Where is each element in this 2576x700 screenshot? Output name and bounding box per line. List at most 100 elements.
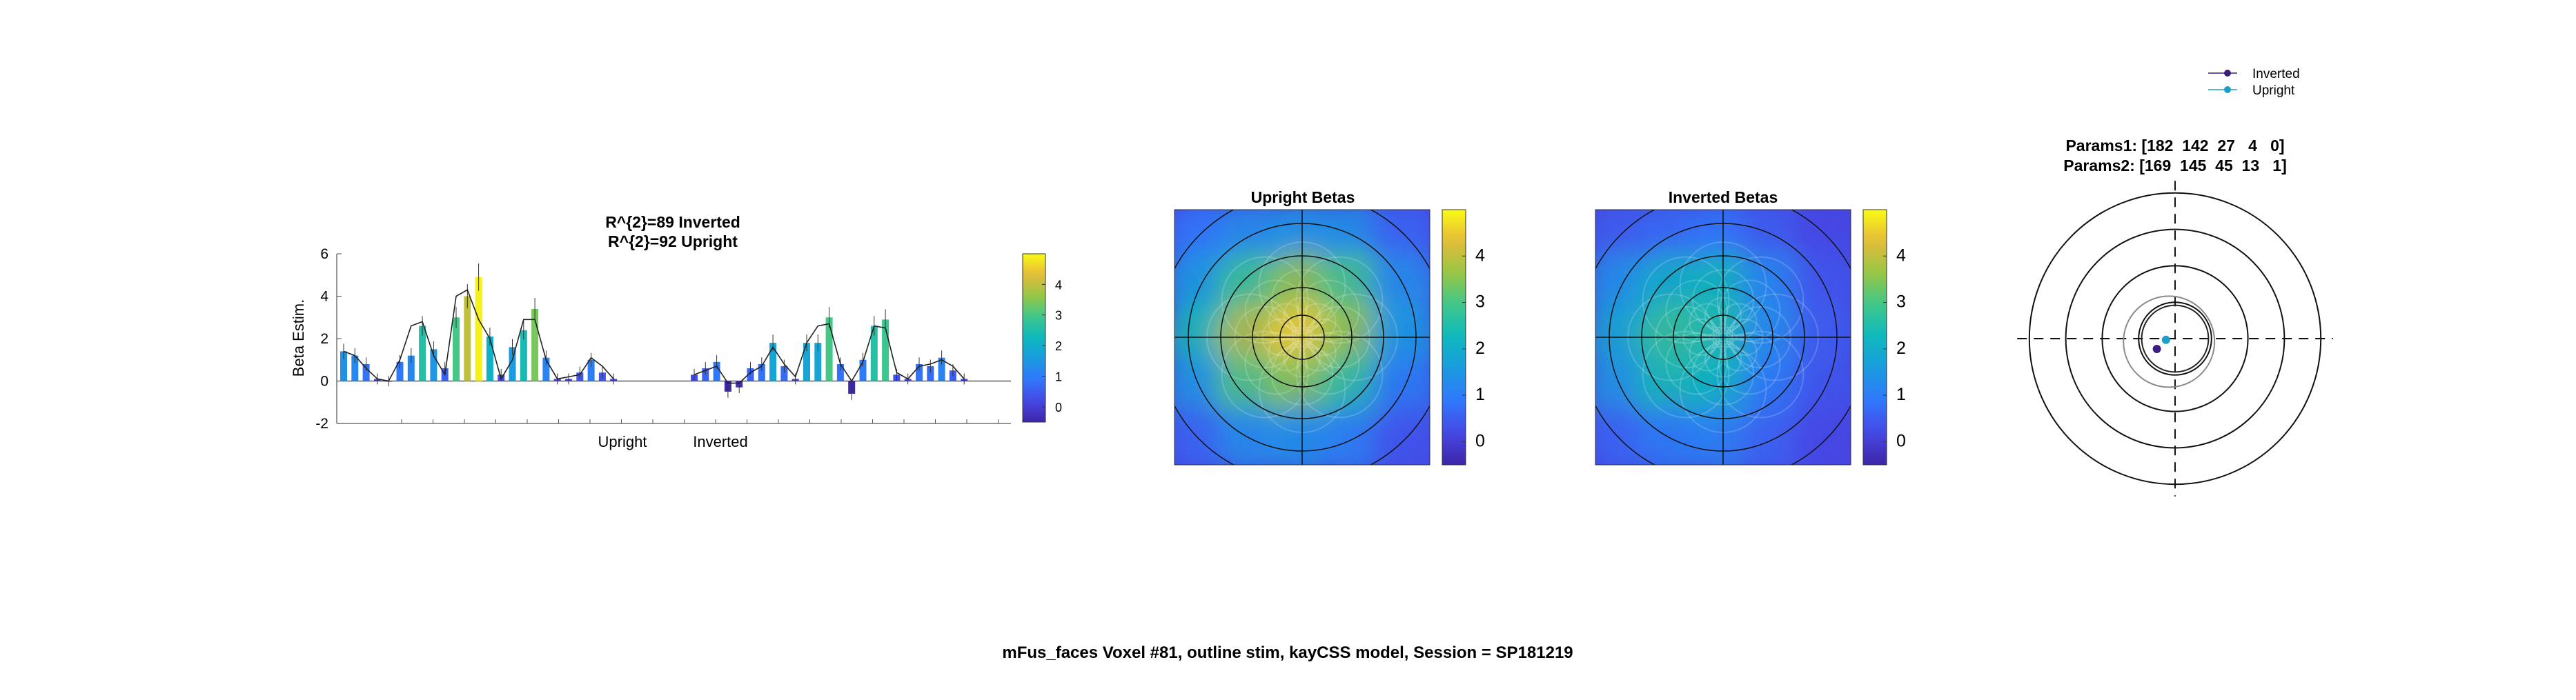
hm1-cb-tick-label: 0 xyxy=(1475,431,1485,450)
bar-inverted xyxy=(713,361,720,381)
legend-marker-inverted xyxy=(2224,70,2231,77)
hm1-stim-outline xyxy=(1244,279,1307,342)
bar-chart-title-line-2: R^{2}=92 Upright xyxy=(608,232,738,250)
beta-bar-chart: R^{2}=89 Inverted R^{2}=92 Upright Beta … xyxy=(290,213,1062,450)
bar-inverted xyxy=(859,359,867,381)
bar-cb-gradient-bar xyxy=(1022,253,1046,423)
upright-betas-heatmap: Upright Betas 0 1 2 3 4 xyxy=(1174,188,1485,466)
bar-ytick-label: 0 xyxy=(320,374,328,390)
bar-upright xyxy=(542,357,550,381)
hm1-cb-gradient-bar xyxy=(1442,209,1466,466)
inverted-betas-heatmap: Inverted Betas 0 1 2 3 4 xyxy=(1595,188,1906,466)
hm2-cell xyxy=(1636,352,1708,424)
inverted-heatmap-image xyxy=(1595,209,1851,466)
bar-chart-bars xyxy=(340,263,968,401)
bar-chart-title-line-1: R^{2}=89 Inverted xyxy=(605,213,740,231)
bar-inverted xyxy=(702,368,709,381)
bar-ytick-label: -2 xyxy=(315,416,328,432)
model-fit-line-upright xyxy=(343,289,614,382)
bar-upright xyxy=(351,355,359,381)
prf-params-line-2: Params2: [169 145 45 13 1] xyxy=(2063,157,2287,174)
hm2-cb-tick-label: 0 xyxy=(1896,431,1906,450)
bar-group-label-upright: Upright xyxy=(598,433,647,450)
bar-ytick-label: 2 xyxy=(320,331,328,347)
bar-chart-ylabel: Beta Estim. xyxy=(290,299,307,377)
model-fit-line-inverted xyxy=(694,323,965,384)
legend-marker-upright xyxy=(2224,86,2231,93)
hm1-cell xyxy=(1215,250,1287,322)
figure-caption: mFus_faces Voxel #81, outline stim, kayC… xyxy=(1002,643,1573,662)
upright-heatmap-colorbar: 0 1 2 3 4 xyxy=(1442,209,1485,466)
bar-cb-tick-label: 2 xyxy=(1055,339,1062,353)
hm2-stim-outline xyxy=(1689,334,1727,372)
bar-upright xyxy=(587,359,595,381)
hm1-cb-tick-label: 3 xyxy=(1475,292,1485,312)
hm1-cell xyxy=(1317,352,1389,424)
hm2-cell xyxy=(1738,352,1810,424)
prf-center-inverted xyxy=(2152,344,2161,353)
bar-cb-tick-label: 4 xyxy=(1055,278,1062,292)
hm1-stim-outline xyxy=(1268,334,1306,372)
hm1-stim-outline xyxy=(1244,332,1307,395)
bar-upright xyxy=(509,347,516,381)
hm1-cb-tick-label: 2 xyxy=(1475,339,1485,358)
hm1-cell xyxy=(1215,352,1287,424)
hm2-stim-outline xyxy=(1665,279,1728,342)
hm2-stim-outline xyxy=(1718,332,1781,395)
bar-upright xyxy=(340,351,347,381)
bar-upright xyxy=(475,277,482,381)
bar-inverted xyxy=(758,363,765,381)
legend-label-inverted: Inverted xyxy=(2252,67,2300,81)
bar-inverted xyxy=(825,317,833,381)
hm1-cell xyxy=(1368,403,1430,465)
hm1-cb-tick-label: 1 xyxy=(1475,385,1485,404)
hm2-stim-outline xyxy=(1720,334,1758,372)
hm1-stim-outline xyxy=(1297,279,1360,342)
hm2-cell xyxy=(1738,250,1810,322)
upright-heatmap-image xyxy=(1174,209,1430,466)
hm2-stim-outline xyxy=(1665,332,1728,395)
bar-chart-axes: -2 0 2 4 6 xyxy=(315,246,1011,432)
prf-legend: Inverted Upright xyxy=(2201,61,2300,101)
hm2-frame xyxy=(1595,209,1851,466)
hm2-cb-tick-label: 1 xyxy=(1896,385,1906,404)
legend-label-upright: Upright xyxy=(2252,83,2295,98)
hm1-stim-outline xyxy=(1299,334,1337,372)
bar-upright xyxy=(486,336,493,381)
hm2-stim-outline xyxy=(1718,279,1781,342)
bar-group-label-inverted: Inverted xyxy=(693,433,748,450)
bar-inverted xyxy=(836,363,844,381)
bar-upright xyxy=(362,363,370,381)
bar-cb-tick-label: 3 xyxy=(1055,309,1062,323)
hm2-stim-outline xyxy=(1689,303,1727,341)
hm2-stim-outline xyxy=(1642,330,1730,419)
hm1-stim-outline xyxy=(1295,330,1384,419)
bar-inverted xyxy=(803,343,810,381)
bar-inverted xyxy=(780,366,788,381)
hm1-stim-outline xyxy=(1268,303,1306,341)
inverted-heatmap-title: Inverted Betas xyxy=(1669,188,1778,206)
prf-center-upright xyxy=(2161,335,2170,344)
bar-inverted xyxy=(747,368,754,381)
prf-circle-inverted xyxy=(2141,304,2210,373)
prf-rings-and-points xyxy=(2017,181,2333,497)
hm2-stim-outline xyxy=(1716,330,1805,419)
prf-circle-upright xyxy=(2123,295,2216,388)
bar-upright xyxy=(407,355,415,381)
bar-upright xyxy=(464,296,471,381)
hm2-cb-tick-label: 4 xyxy=(1896,246,1906,265)
bar-upright xyxy=(419,326,426,381)
hm1-stim-outline xyxy=(1221,330,1309,419)
bar-ytick-label: 6 xyxy=(320,246,328,262)
bar-inverted xyxy=(882,319,889,381)
hm1-frame xyxy=(1174,209,1430,466)
bar-inverted xyxy=(769,343,777,381)
bar-inverted xyxy=(927,366,934,381)
bar-inverted xyxy=(916,363,923,381)
hm2-stim-outline xyxy=(1642,256,1730,344)
bar-chart-model-fit xyxy=(343,289,965,384)
bar-inverted xyxy=(870,326,878,381)
hm1-stim-outline xyxy=(1297,332,1360,395)
bar-inverted xyxy=(848,381,856,394)
